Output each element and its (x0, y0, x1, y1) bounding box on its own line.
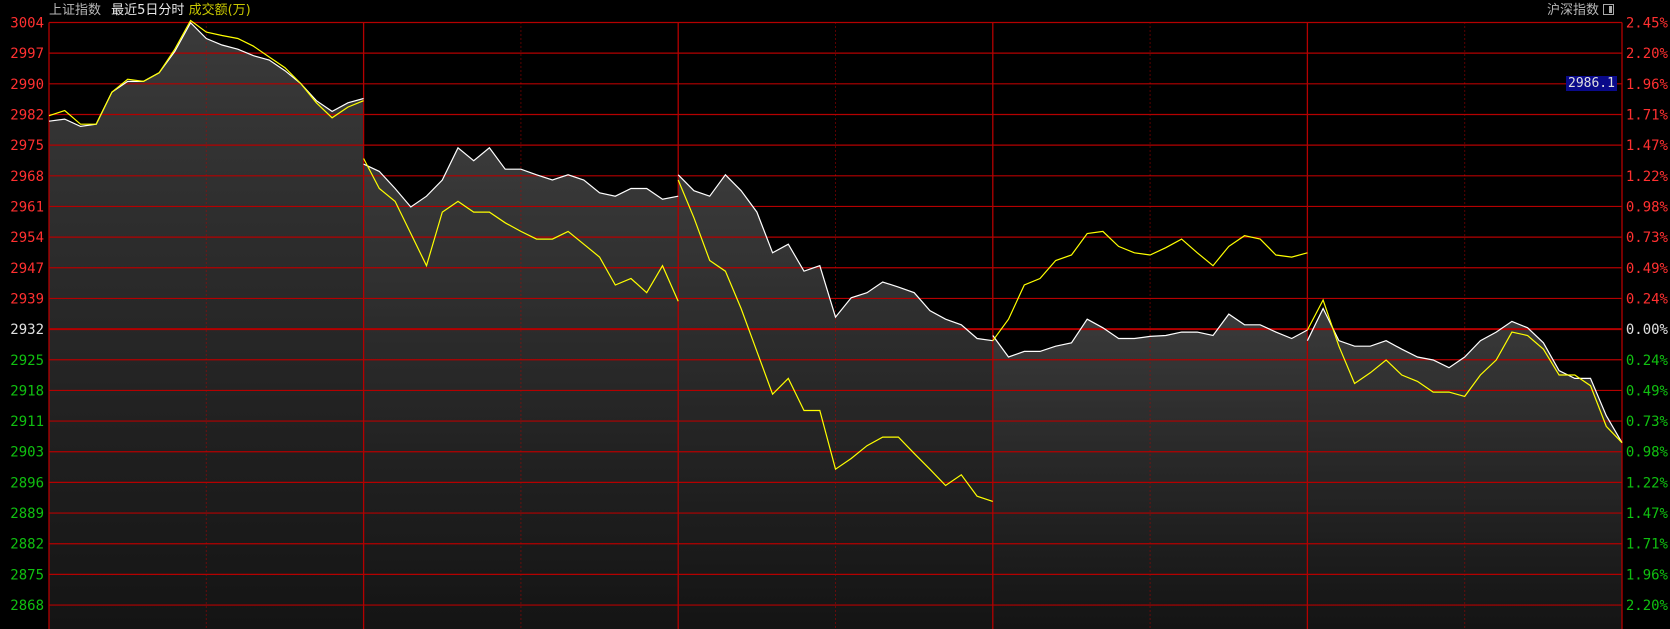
area-fill-day-4 (992, 314, 1308, 629)
series-2-line-day-3 (677, 179, 993, 502)
left-tick-label: 2896 (10, 475, 44, 491)
left-tick-label: 2875 (10, 567, 44, 583)
area-fills (49, 22, 1622, 629)
left-tick-label: 2997 (10, 46, 44, 62)
left-tick-label: 2990 (10, 77, 44, 93)
right-tick-label: 0.49% (1626, 261, 1669, 277)
right-tick-label: 2.20% (1626, 46, 1669, 62)
series-2-line-day-5 (1306, 298, 1623, 444)
right-tick-label: 0.73% (1626, 230, 1669, 246)
series-1-line-day-5 (1306, 307, 1623, 444)
right-percent-axis: 2.45% 2.20% 1.96% 1.71% 1.47% 1.22% 0.98% 0.73%… (1626, 16, 1669, 615)
left-tick-label: 2889 (10, 506, 44, 522)
right-tick-label: 1.71% (1626, 107, 1669, 123)
right-tick-label: 0.49% (1626, 383, 1669, 399)
area-fill-day-5 (1307, 308, 1622, 629)
left-tick-label: 2947 (10, 261, 44, 277)
right-tick-label: 1.47% (1626, 506, 1669, 522)
right-tick-label: 2.45% (1626, 16, 1669, 32)
period-label[interactable]: 最近5日分时 (111, 3, 185, 18)
panel-toggle-icon[interactable] (1603, 4, 1614, 15)
right-tick-label: 1.47% (1626, 138, 1669, 154)
right-tick-label: 0.98% (1626, 199, 1669, 215)
left-tick-label: 2961 (10, 199, 44, 215)
area-fill-day-1 (49, 22, 364, 629)
left-tick-label: 2932 (10, 322, 44, 338)
compare-label[interactable]: 沪深指数 (1546, 3, 1599, 18)
left-tick-label: 2925 (10, 353, 44, 369)
left-tick-label: 2868 (10, 598, 44, 614)
series-lines (48, 19, 1623, 502)
area-fill-day-3 (678, 174, 993, 629)
right-tick-label: 0.24% (1626, 291, 1669, 307)
left-tick-label: 3004 (10, 16, 44, 32)
right-tick-label: 1.96% (1626, 77, 1669, 93)
left-tick-label: 2882 (10, 537, 44, 553)
series-1-line-day-2 (363, 146, 679, 208)
left-tick-label: 2918 (10, 383, 44, 399)
right-tick-label: 0.98% (1626, 445, 1669, 461)
right-tick-label: 0.73% (1626, 414, 1669, 430)
grid (48, 21, 1623, 629)
index-name[interactable]: 上证指数 (49, 3, 102, 18)
series-2-line-day-2 (363, 158, 679, 302)
right-tick-label: 2.20% (1626, 598, 1669, 614)
series-2-line-day-4 (992, 230, 1308, 342)
series-1-line-day-4 (992, 313, 1308, 358)
right-tick-label: 1.96% (1626, 567, 1669, 583)
chart-header: 上证指数 最近5日分时 成交额(万) (49, 2, 251, 20)
right-tick-label: 1.22% (1626, 475, 1669, 491)
left-tick-label: 2954 (10, 230, 44, 246)
left-tick-label: 2968 (10, 169, 44, 185)
left-tick-label: 2975 (10, 138, 44, 154)
left-tick-label: 2982 (10, 107, 44, 123)
right-tick-label: 0.24% (1626, 353, 1669, 369)
right-tick-label: 1.71% (1626, 537, 1669, 553)
indicator-label[interactable]: 成交额(万) (188, 3, 251, 18)
current-price-tag: 2986.1 (1566, 76, 1617, 91)
left-tick-label: 2903 (10, 445, 44, 461)
area-fill-day-2 (363, 147, 679, 629)
left-price-axis: 3004 2997 2990 2982 2975 2968 2961 2954 2947 2939… (10, 16, 44, 615)
right-tick-label: 0.00% (1626, 322, 1669, 338)
left-tick-label: 2939 (10, 291, 44, 307)
left-tick-label: 2911 (10, 414, 44, 430)
compare-index-control[interactable]: 沪深指数 (1547, 2, 1614, 20)
right-tick-label: 1.22% (1626, 169, 1669, 185)
series-2-line-day-1 (48, 19, 364, 125)
series-1-line-day-3 (677, 173, 993, 342)
